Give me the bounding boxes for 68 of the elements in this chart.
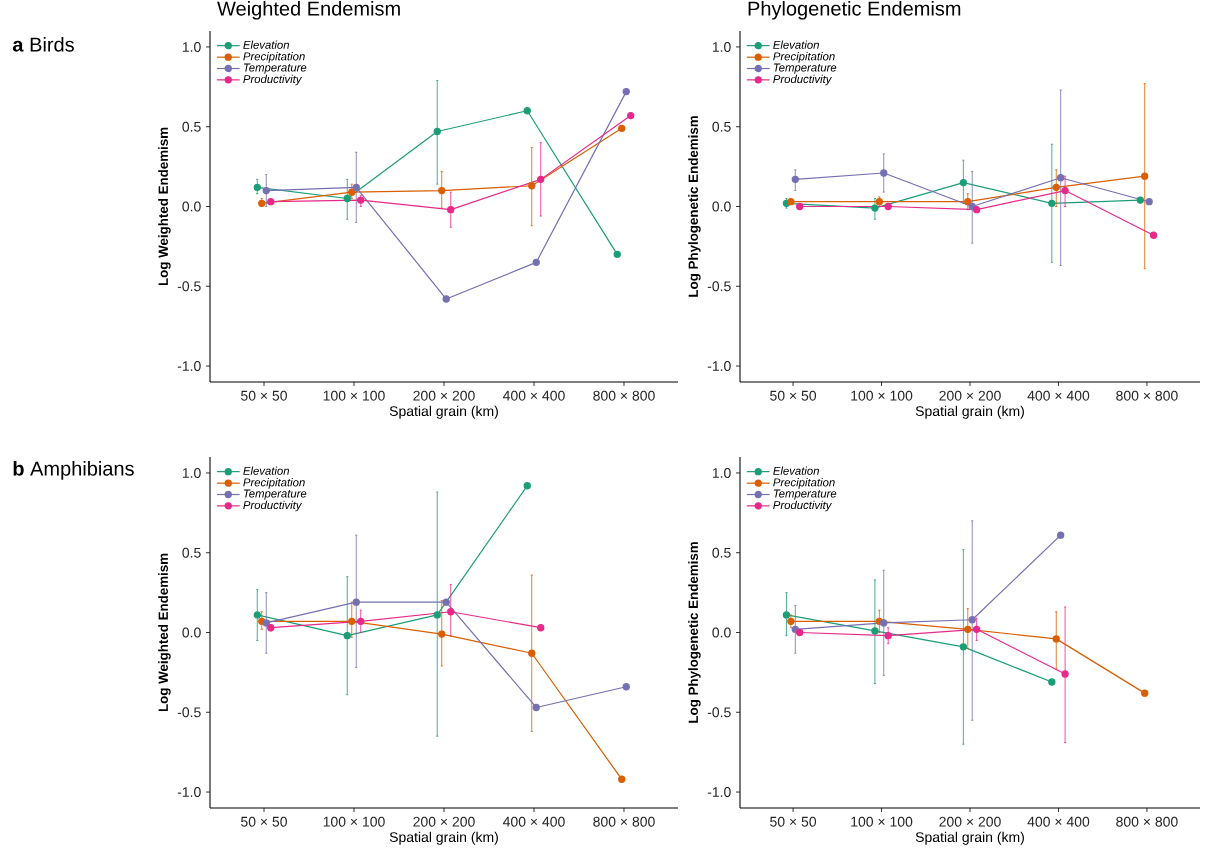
x-tick-label: 800 × 800 [593,816,655,827]
legend-label: Productivity [773,500,832,512]
y-tick-label: -0.5 [177,281,201,292]
text: a Birds [12,36,74,52]
y-tick-label: -0.5 [707,281,731,292]
y-tick-label: -1.0 [177,787,201,798]
y-tick-label: 0.0 [182,201,201,212]
y-tick-label: 1.0 [182,468,201,478]
y-tick-label: 0.5 [182,547,201,558]
y-tick-label: 0.0 [712,201,731,212]
y-tick-label: -1.0 [177,361,201,372]
y-tick-label: -0.5 [177,707,201,718]
y-axis-title: Log Phylogenetic Endemism [688,116,701,297]
x-tick-label: 100 × 100 [323,816,385,827]
x-tick-label: 50 × 50 [241,390,287,401]
legend-label: Precipitation [773,52,835,63]
x-axis-title: Spatial grain (km) [389,405,498,419]
legend-label: Productivity [773,74,832,86]
legend-label: Temperature [773,63,837,74]
legend-label: Elevation [243,40,290,49]
x-tick-label: 400 × 400 [502,816,565,827]
x-tick-label: 200 × 200 [413,816,475,827]
x-tick-label: 800 × 800 [1116,390,1178,401]
y-axis-title: Log Weighted Endemism [158,553,171,712]
legend-label: Temperature [243,489,307,500]
y-tick-label: 0.0 [182,627,201,638]
x-tick-label: 800 × 800 [1116,816,1178,827]
y-tick-label: -1.0 [707,787,731,798]
text: b Amphibians [13,461,134,480]
x-tick-label: 200 × 200 [939,390,1001,401]
x-tick-label: 400 × 400 [502,390,565,401]
chart-title: Weighted Endemism [217,0,400,20]
y-tick-label: 0.5 [712,121,731,132]
legend-label: Productivity [243,74,303,86]
y-tick-label: -1.0 [707,361,731,372]
legend-label: Elevation [773,466,819,475]
x-tick-label: 800 × 800 [593,390,655,401]
legend-label: Temperature [773,489,837,500]
x-tick-label: 400 × 400 [1027,816,1090,827]
y-tick-label: 0.5 [712,547,731,558]
x-axis-title: Spatial grain (km) [915,831,1024,845]
y-tick-label: 1.0 [712,468,731,478]
x-tick-label: 50 × 50 [770,816,817,827]
y-axis-title: Log Phylogenetic Endemism [688,542,701,723]
y-tick-label: 1.0 [712,42,731,52]
x-tick-label: 100 × 100 [851,816,913,827]
legend-label: Precipitation [243,478,305,489]
legend-label: Temperature [243,63,307,74]
x-tick-label: 50 × 50 [241,816,287,827]
y-tick-label: 0.0 [712,627,731,638]
legend-label: Precipitation [243,52,305,63]
legend-label: Elevation [773,40,819,49]
legend-label: Productivity [243,500,303,512]
legend-label: Elevation [243,466,290,475]
x-axis-title: Spatial grain (km) [389,831,498,845]
y-tick-label: 0.5 [182,121,201,132]
legend-label: Precipitation [773,478,835,489]
x-tick-label: 50 × 50 [770,390,817,401]
y-tick-label: -0.5 [707,707,731,718]
x-axis-title: Spatial grain (km) [915,405,1024,419]
x-tick-label: 100 × 100 [851,390,913,401]
x-tick-label: 100 × 100 [323,390,385,401]
x-tick-label: 400 × 400 [1027,390,1090,401]
x-tick-label: 200 × 200 [939,816,1001,827]
x-tick-label: 200 × 200 [413,390,475,401]
chart-title: Phylogenetic Endemism [748,0,961,20]
y-axis-title: Log Weighted Endemism [158,127,171,286]
y-tick-label: 1.0 [182,42,201,52]
